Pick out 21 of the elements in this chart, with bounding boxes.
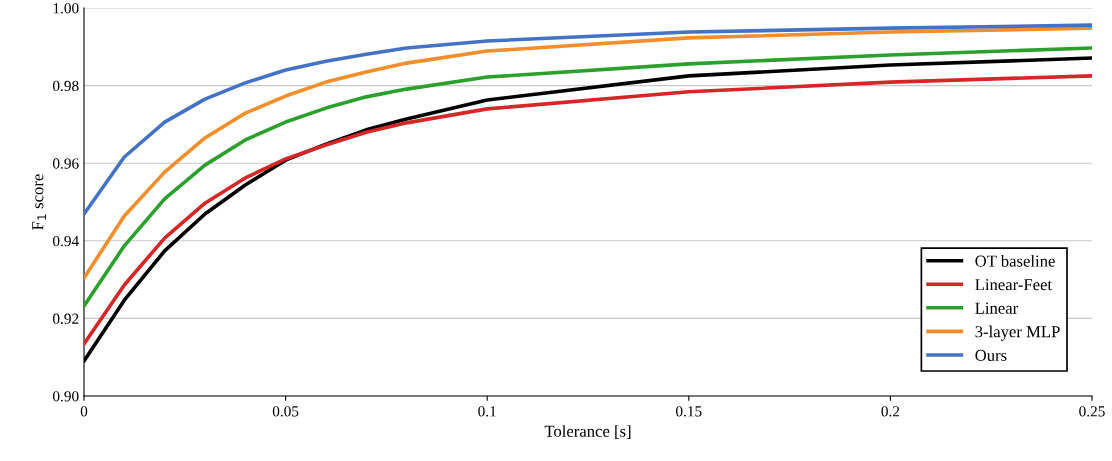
x-tick-label: 0.15 [676,406,702,417]
y-tick-label: 0.94 [52,235,79,247]
legend-label: Ours [975,349,1007,361]
x-tick-label: 0.25 [1079,406,1105,417]
y-tick-label: 0.96 [52,158,79,169]
y-tick-label: 1.00 [53,3,79,14]
legend-label: Linear [975,302,1019,314]
legend-label: OT baseline [975,254,1055,267]
y-axis-title: F$_{1}$ score [32,174,46,230]
y-tick-label: 0.90 [52,391,79,402]
line-series [84,23,1092,216]
legend-label: Linear-Feet [975,279,1053,291]
line-series [84,26,1092,280]
legend-label: 3-layer MLP [975,325,1060,341]
y-tick-label: 0.98 [52,80,79,92]
y-tick-label: 0.92 [52,313,79,324]
x-tick-label: 0 [80,406,88,417]
x-tick-label: 0.05 [272,406,299,417]
x-tick-label: 0.1 [478,406,496,417]
x-tick-label: 0.2 [881,406,900,417]
x-axis-title: Tolerance [s] [544,425,631,439]
